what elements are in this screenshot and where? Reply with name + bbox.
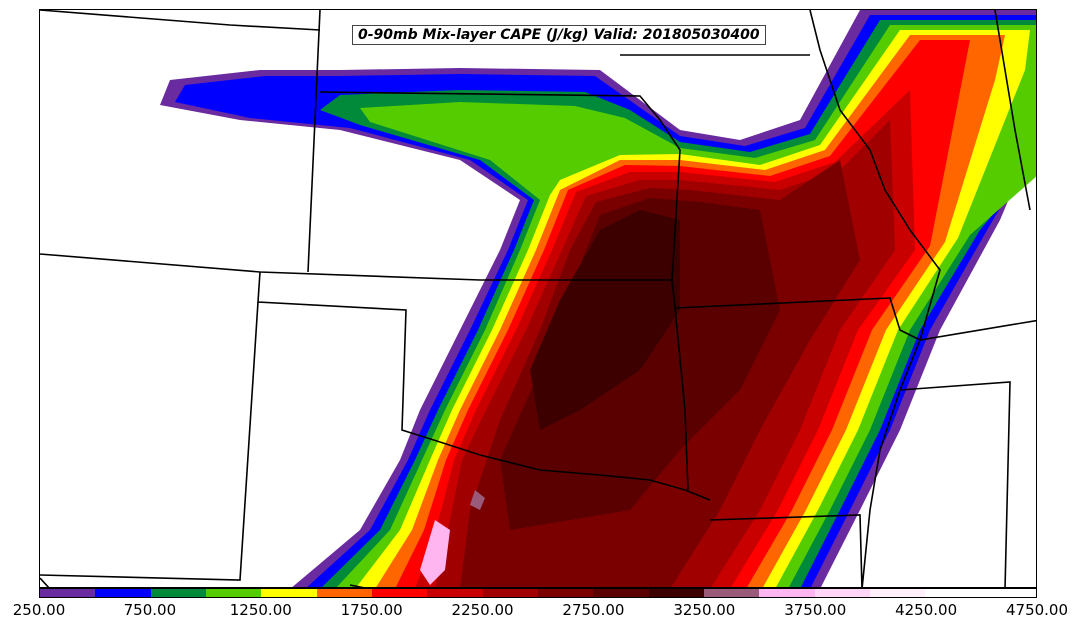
boundary-line xyxy=(674,297,1036,341)
boundary-line xyxy=(439,441,711,501)
colorbar-segment xyxy=(205,589,262,597)
colorbar-segment xyxy=(40,589,96,597)
colorbar-segment xyxy=(95,589,151,597)
boundary-line xyxy=(40,301,259,581)
cape-field xyxy=(160,10,1036,587)
boundary-line xyxy=(257,271,441,443)
cape-contour-3500 xyxy=(420,520,450,585)
colorbar-segment xyxy=(648,589,704,597)
boundary-line xyxy=(994,10,1031,211)
colorbar-segment xyxy=(427,589,483,597)
boundary-line xyxy=(861,339,921,587)
boundary-line xyxy=(899,381,1011,587)
state-boundaries xyxy=(40,10,1036,587)
map-title: 0-90mb Mix-layer CAPE (J/kg) Valid: 2018… xyxy=(352,25,766,45)
map-panel: 0-90mb Mix-layer CAPE (J/kg) Valid: 2018… xyxy=(39,9,1037,588)
colorbar-tick-label: 750.00 xyxy=(123,601,177,619)
colorbar-segment xyxy=(925,589,981,597)
boundary-line xyxy=(319,91,689,491)
boundary-line xyxy=(349,584,365,587)
colorbar-segment xyxy=(703,589,760,597)
colorbar-segment xyxy=(150,589,206,597)
colorbar xyxy=(39,588,1037,598)
colorbar-tick-label: 2750.00 xyxy=(562,601,625,619)
boundary-line xyxy=(307,10,321,273)
colorbar-segment xyxy=(316,589,372,597)
cape-contour-3750 xyxy=(470,490,485,510)
colorbar-segment xyxy=(980,589,1036,597)
colorbar-segment xyxy=(537,589,594,597)
boundary-line xyxy=(40,10,321,31)
colorbar-tick-label: 3250.00 xyxy=(673,601,736,619)
boundary-line xyxy=(709,514,863,587)
colorbar-tick-label: 3750.00 xyxy=(784,601,847,619)
colorbar-segment xyxy=(869,589,926,597)
cape-contour-3250 xyxy=(530,210,680,430)
colorbar-tick-label: 2250.00 xyxy=(451,601,514,619)
colorbar-segment xyxy=(261,589,317,597)
colorbar-segment xyxy=(593,589,649,597)
cape-map xyxy=(40,10,1036,587)
boundary-line xyxy=(40,253,672,281)
boundary-line xyxy=(809,10,941,341)
colorbar-tick-label: 1250.00 xyxy=(229,601,292,619)
colorbar-tick-label: 4750.00 xyxy=(1005,601,1069,619)
colorbar-segment xyxy=(814,589,870,597)
colorbar-segment xyxy=(371,589,428,597)
boundary-line xyxy=(40,577,50,587)
colorbar-tick-label: 4250.00 xyxy=(895,601,958,619)
colorbar-tick-label: 1750.00 xyxy=(340,601,403,619)
colorbar-segment xyxy=(759,589,815,597)
colorbar-segment xyxy=(482,589,538,597)
colorbar-tick-label: 250.00 xyxy=(12,601,66,619)
